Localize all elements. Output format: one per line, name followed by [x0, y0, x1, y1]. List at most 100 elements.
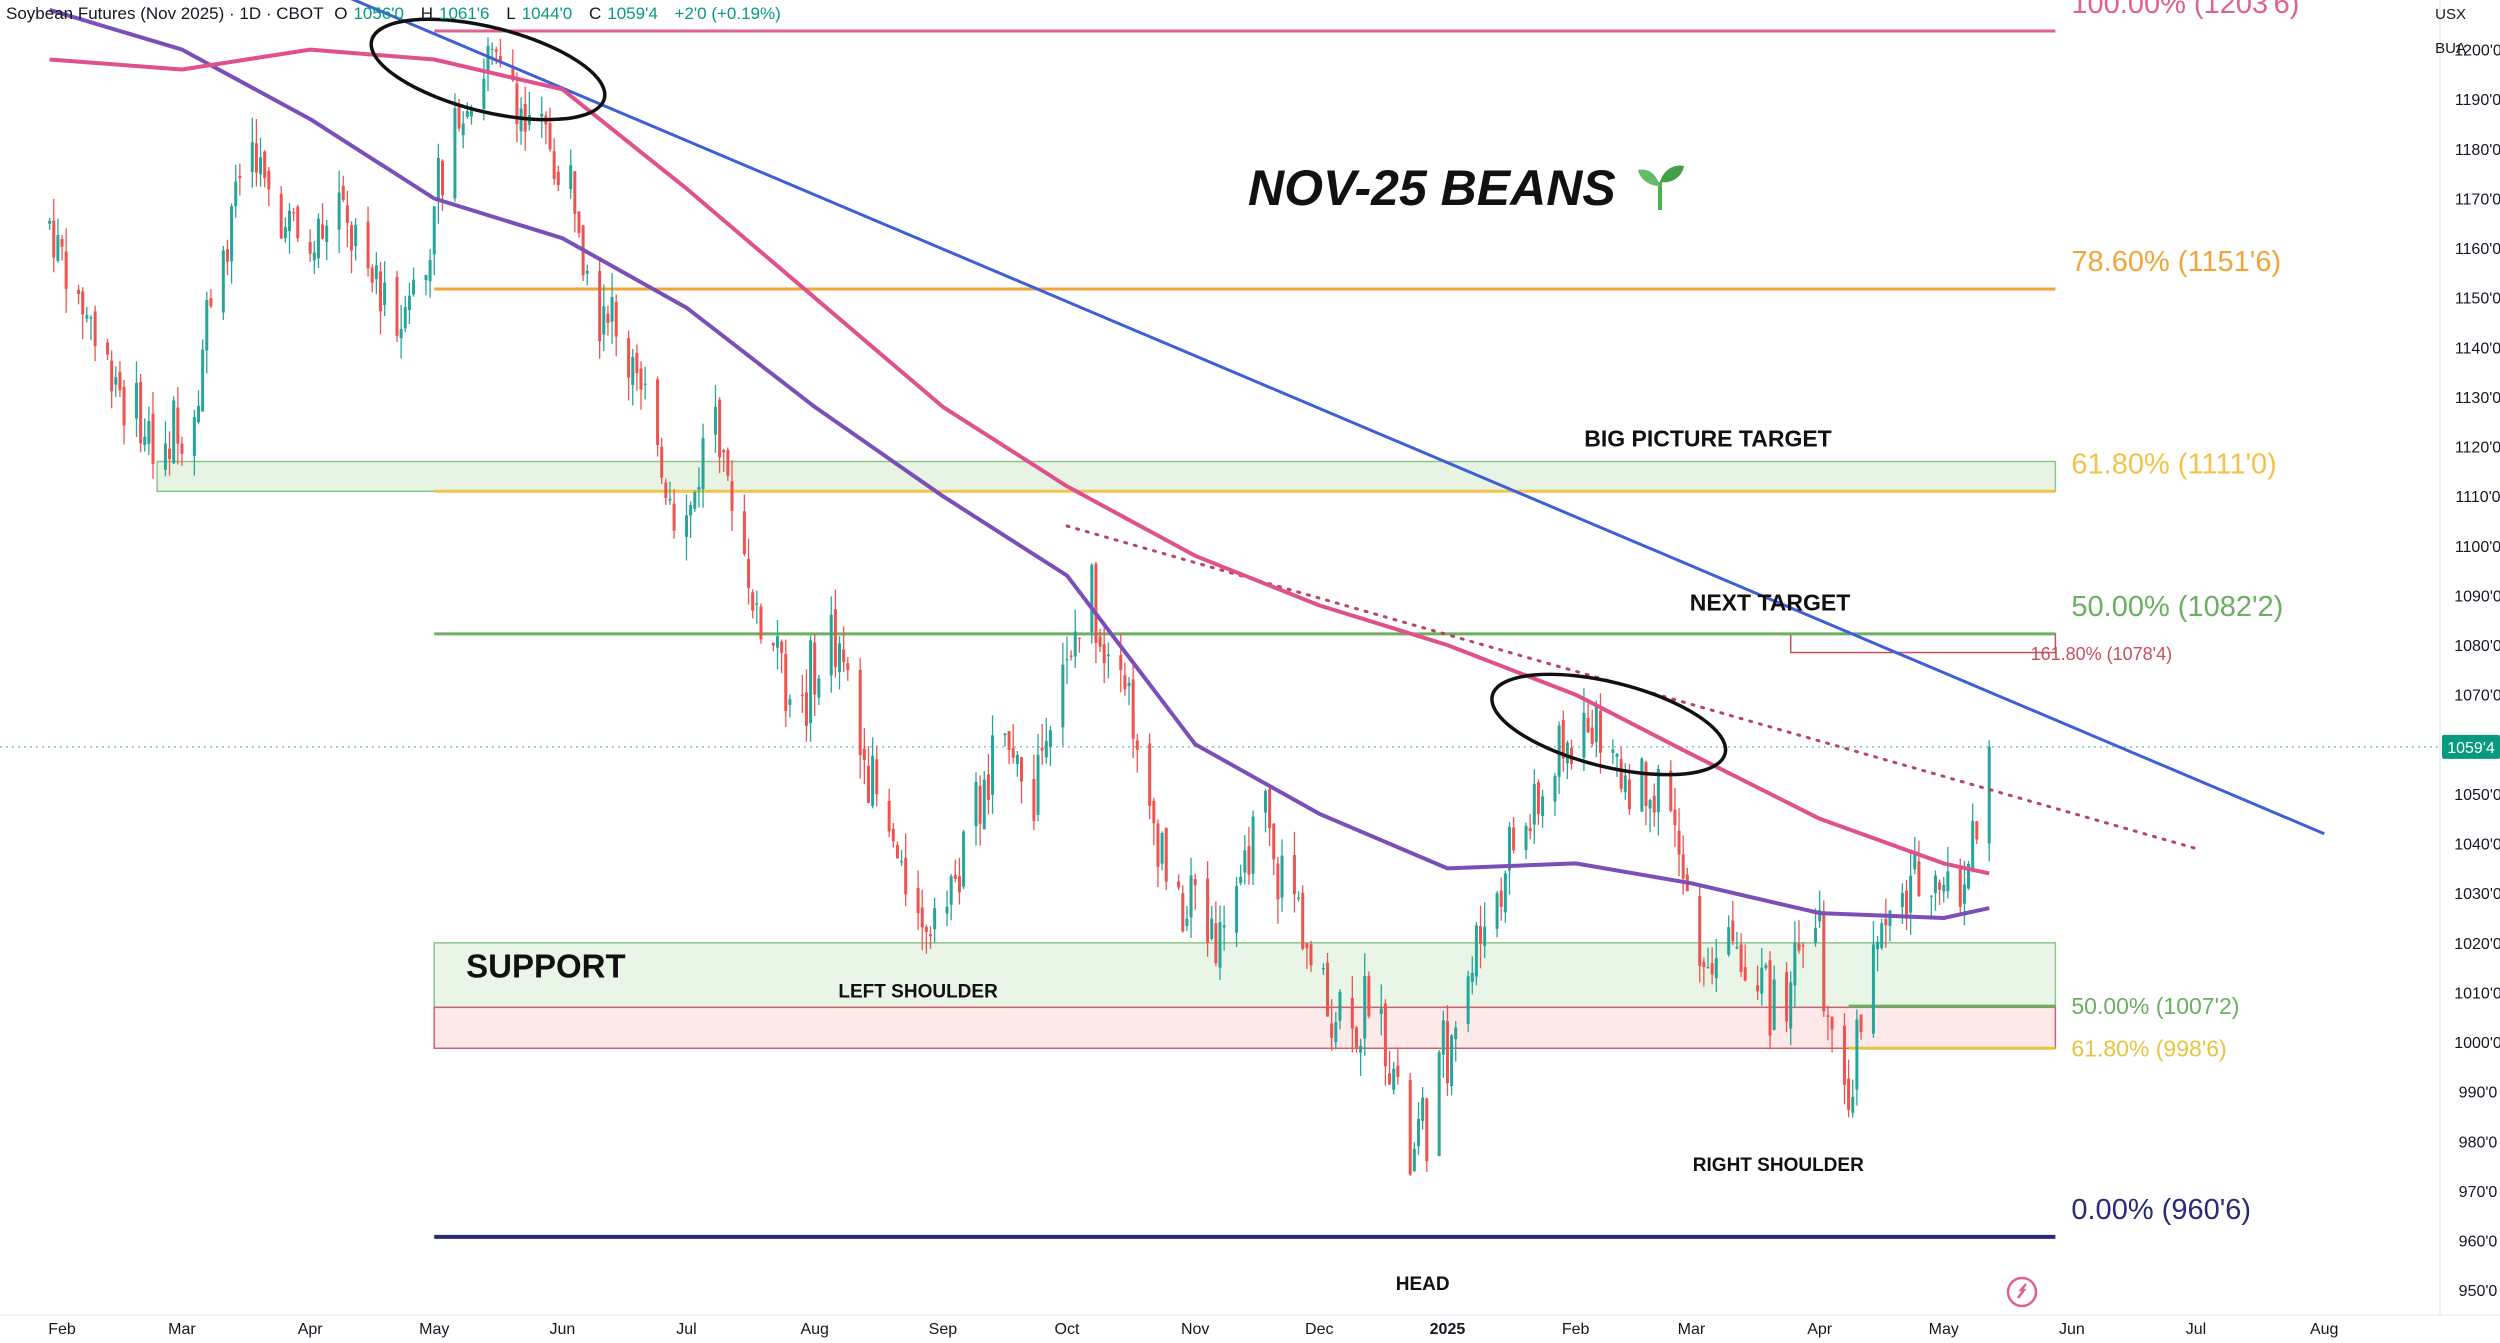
candle-body [395, 276, 399, 336]
candle-body [1503, 873, 1507, 913]
candle-body [875, 759, 879, 795]
candle-body [862, 748, 866, 761]
candle-body [631, 356, 635, 386]
candle-body [614, 301, 618, 337]
candle-body [1743, 967, 1747, 981]
candle-body [606, 313, 610, 323]
candle-body [230, 206, 234, 262]
candle-body [176, 407, 180, 444]
candle-body [1582, 712, 1586, 758]
candle-body [1421, 1097, 1425, 1121]
candle-body [1408, 1080, 1412, 1175]
low-value: 1044'0 [521, 4, 573, 23]
chart-title: NOV-25 BEANS [1248, 160, 1616, 216]
x-tick-label: 2025 [1430, 1321, 1466, 1338]
y-tick-label: 1020'0 [2454, 936, 2500, 953]
candle-body [465, 111, 469, 117]
candle-body [895, 845, 899, 859]
candle-body [1181, 893, 1185, 932]
candle-body [354, 224, 358, 247]
candle-body [1044, 741, 1048, 758]
annotation-label: SUPPORT [466, 948, 626, 985]
candle-body [1379, 1008, 1383, 1015]
candle-body [1334, 1022, 1338, 1043]
candle-body [370, 267, 374, 283]
candle-body [428, 259, 432, 282]
chart-title-group: NOV-25 BEANS [1248, 160, 1684, 216]
candle-body [751, 592, 755, 611]
candle-body [143, 436, 147, 445]
candle-body [953, 874, 957, 879]
candle-body [1309, 944, 1313, 966]
candle-body [1396, 1065, 1400, 1078]
candle-body [1714, 958, 1718, 979]
zone-support-green [433, 942, 2057, 1009]
x-tick-label: May [419, 1321, 449, 1338]
candle-body [775, 636, 779, 648]
time-axis-panel[interactable] [0, 1315, 2500, 1343]
candle-body [56, 235, 60, 261]
fib-level-label: 100.00% (1203'6) [2071, 0, 2299, 20]
unit-label: BUA [2435, 40, 2466, 57]
candle-body [1532, 783, 1536, 825]
candle-body [52, 220, 56, 258]
candle-body [1272, 823, 1276, 860]
candle-body [461, 123, 465, 136]
candle-body [118, 372, 122, 391]
y-tick-label: 1100'0 [2455, 539, 2500, 556]
candle-body [283, 227, 287, 239]
y-tick-label: 1090'0 [2454, 588, 2500, 605]
candle-body [1189, 875, 1193, 918]
annotation-label: HEAD [1396, 1274, 1450, 1295]
candle-body [403, 307, 407, 329]
candle-body [321, 224, 325, 239]
change-value: +2'0 (+0.19%) [674, 4, 781, 23]
candle-body [337, 192, 341, 230]
price-axis-panel[interactable] [2440, 0, 2500, 1343]
candle-body [259, 157, 263, 175]
candle-body [296, 206, 300, 239]
candle-body [1876, 941, 1880, 949]
candle-body [192, 417, 196, 456]
candle-body [1350, 998, 1354, 1029]
candle-body [1913, 854, 1917, 870]
candle-body [949, 876, 953, 905]
candle-body [552, 151, 556, 179]
candle-body [1193, 879, 1197, 886]
candle-body [920, 907, 924, 928]
candle-body [1338, 991, 1342, 1021]
candle-body [205, 300, 209, 351]
candle-body [172, 400, 176, 464]
candle-body [1739, 944, 1743, 972]
annotations-layer: BIG PICTURE TARGET NEXT TARGET 161.80% (10… [369, 17, 2172, 1295]
candle-body [221, 250, 225, 313]
candle-body [1470, 972, 1474, 982]
candle-body [1437, 1052, 1441, 1156]
candle-body [312, 252, 316, 261]
zone-support-red [433, 1006, 2057, 1050]
candle-body [1842, 1025, 1846, 1085]
candle-body [1880, 923, 1884, 948]
candle-body [1619, 759, 1623, 789]
candle-body [1073, 631, 1077, 657]
candle-body [1069, 655, 1073, 657]
candle-body [1292, 855, 1296, 895]
candle-body [800, 694, 804, 696]
candle-body [48, 220, 52, 224]
candle-body [366, 221, 370, 269]
y-tick-label: 950'0 [2459, 1283, 2498, 1300]
x-tick-label: Aug [2310, 1321, 2338, 1338]
annotation-label: RIGHT SHOULDER [1693, 1155, 1864, 1176]
candle-body [573, 171, 577, 214]
candle-body [1206, 878, 1210, 943]
candle-body [238, 175, 242, 179]
candle-body [1098, 636, 1102, 647]
x-tick-label: Feb [48, 1321, 76, 1338]
candle-body [180, 443, 184, 454]
replay-icon[interactable] [2006, 1276, 2038, 1308]
candle-body [1987, 746, 1991, 844]
candle-body [64, 251, 68, 289]
candle-body [287, 210, 291, 232]
candle-body [1222, 925, 1226, 928]
